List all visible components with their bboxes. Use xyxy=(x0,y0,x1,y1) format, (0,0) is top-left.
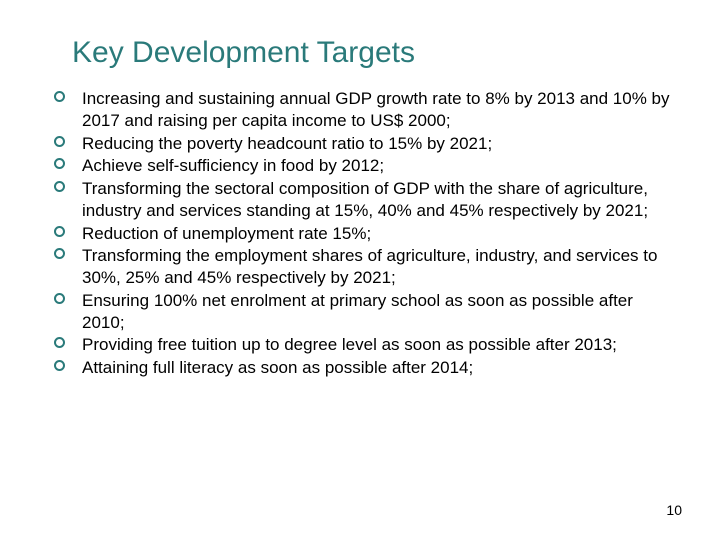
list-item-text: Transforming the sectoral composition of… xyxy=(82,179,648,220)
bullet-circle-icon xyxy=(54,248,65,259)
list-item: Providing free tuition up to degree leve… xyxy=(52,334,672,356)
list-item: Reducing the poverty headcount ratio to … xyxy=(52,133,672,155)
list-item-text: Attaining full literacy as soon as possi… xyxy=(82,358,473,377)
bullet-circle-icon xyxy=(54,181,65,192)
list-item-text: Reduction of unemployment rate 15%; xyxy=(82,224,371,243)
list-item-text: Increasing and sustaining annual GDP gro… xyxy=(82,89,670,130)
list-item-text: Reducing the poverty headcount ratio to … xyxy=(82,134,492,153)
list-item-text: Achieve self-sufficiency in food by 2012… xyxy=(82,156,384,175)
slide-container: Key Development Targets Increasing and s… xyxy=(0,0,720,540)
list-item-text: Ensuring 100% net enrolment at primary s… xyxy=(82,291,633,332)
bullet-list: Increasing and sustaining annual GDP gro… xyxy=(48,88,672,379)
bullet-circle-icon xyxy=(54,158,65,169)
page-number: 10 xyxy=(666,502,682,518)
list-item: Reduction of unemployment rate 15%; xyxy=(52,223,672,245)
list-item: Transforming the sectoral composition of… xyxy=(52,178,672,222)
bullet-circle-icon xyxy=(54,226,65,237)
list-item-text: Transforming the employment shares of ag… xyxy=(82,246,657,287)
list-item: Ensuring 100% net enrolment at primary s… xyxy=(52,290,672,334)
list-item: Attaining full literacy as soon as possi… xyxy=(52,357,672,379)
bullet-circle-icon xyxy=(54,360,65,371)
bullet-circle-icon xyxy=(54,91,65,102)
list-item-text: Providing free tuition up to degree leve… xyxy=(82,335,617,354)
bullet-circle-icon xyxy=(54,293,65,304)
list-item: Increasing and sustaining annual GDP gro… xyxy=(52,88,672,132)
bullet-circle-icon xyxy=(54,136,65,147)
list-item: Transforming the employment shares of ag… xyxy=(52,245,672,289)
list-item: Achieve self-sufficiency in food by 2012… xyxy=(52,155,672,177)
slide-title: Key Development Targets xyxy=(72,36,672,70)
bullet-circle-icon xyxy=(54,337,65,348)
